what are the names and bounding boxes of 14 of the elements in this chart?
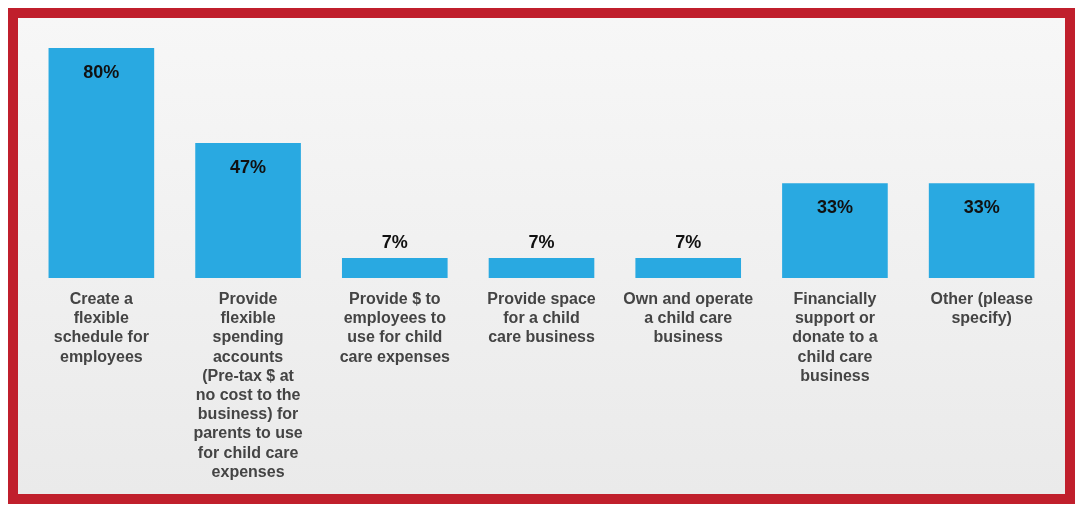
- data-label: 7%: [675, 231, 702, 252]
- data-label: 33%: [963, 197, 1000, 218]
- x-tick-label: Own and operate a child care business: [623, 290, 754, 346]
- x-tick-label: Other (please specify): [930, 290, 1033, 327]
- data-label: 7%: [381, 231, 408, 252]
- data-label: 80%: [83, 62, 120, 82]
- x-tick-label: Create a flexible schedule for employees: [53, 290, 149, 365]
- data-label: 33%: [816, 197, 853, 218]
- x-tick-label: Provide $ to employees to use for child care expenses: [339, 290, 451, 365]
- category-label: Provide flexible spending accounts (Pre-tax $ at no cost to the business) for parents to use for child care expenses: [193, 290, 303, 480]
- x-tick-label: Financially support or donate to a child care business: [792, 290, 878, 384]
- data-label: 47%: [230, 156, 267, 177]
- data-label: 7%: [528, 231, 555, 252]
- x-tick-label: Provide space for a child care business: [487, 290, 596, 346]
